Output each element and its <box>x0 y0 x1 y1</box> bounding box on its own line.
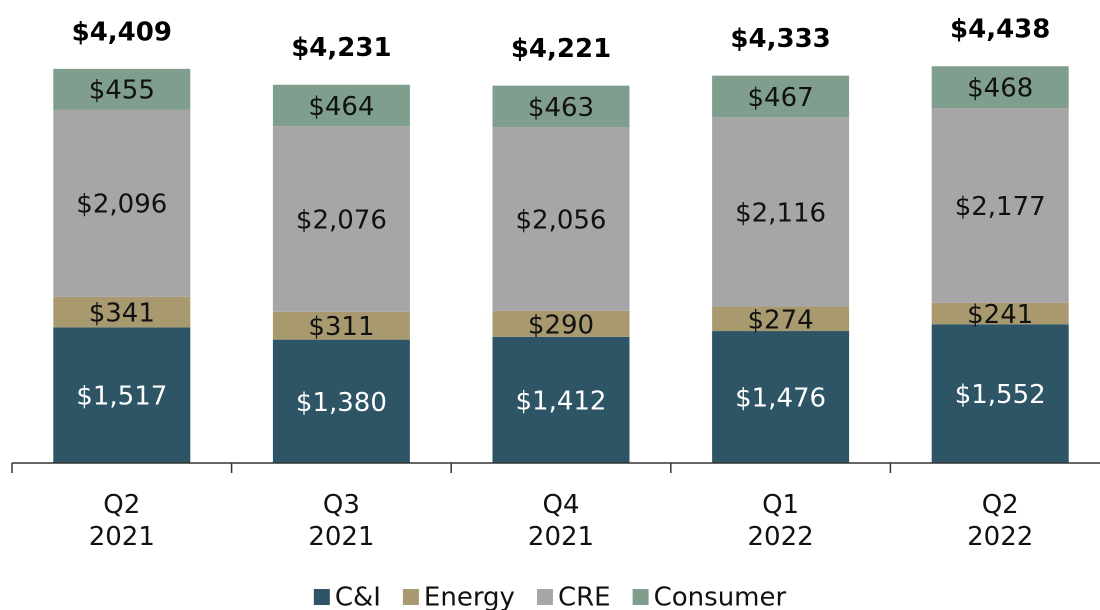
bar-segment <box>712 75 850 118</box>
total-label: $4,409 <box>72 17 172 47</box>
legend-label: Consumer <box>654 583 787 610</box>
value-label: $2,076 <box>296 206 387 236</box>
legend-label: Energy <box>424 583 515 610</box>
x-tick-label: Q1 2022 <box>748 490 814 552</box>
value-label: $463 <box>528 93 594 123</box>
value-label: $2,177 <box>955 192 1046 222</box>
value-label: $2,096 <box>76 190 167 220</box>
bar-segment <box>272 126 410 312</box>
bar-segment <box>712 306 850 332</box>
legend-swatch <box>632 589 649 605</box>
value-label: $464 <box>308 92 374 122</box>
bar-segment <box>931 324 1069 463</box>
bar-segment <box>492 127 630 311</box>
bar-segment <box>931 66 1069 109</box>
x-tick-label: Q2 2022 <box>967 490 1033 552</box>
bar-segment <box>53 68 191 110</box>
legend-label: CRE <box>558 583 611 610</box>
bar-segment <box>492 310 630 337</box>
bar-segment <box>272 311 410 340</box>
value-label: $341 <box>89 299 155 329</box>
total-label: $4,221 <box>511 34 611 64</box>
x-tick-label: Q3 2021 <box>308 490 374 552</box>
bar-segment <box>272 339 410 463</box>
total-label: $4,438 <box>950 15 1050 45</box>
bar-segment <box>931 108 1069 303</box>
legend-swatch <box>536 589 553 605</box>
bar-segment <box>712 117 850 307</box>
value-label: $311 <box>308 312 374 342</box>
value-label: $1,552 <box>955 380 1046 410</box>
value-label: $1,476 <box>735 384 826 414</box>
bar-segment <box>492 85 630 128</box>
value-label: $1,412 <box>516 386 607 416</box>
x-tick-label: Q4 2021 <box>528 490 594 552</box>
value-label: $1,517 <box>76 382 167 412</box>
total-label: $4,231 <box>291 33 391 63</box>
legend-label: C&I <box>335 583 381 610</box>
bar-segment <box>931 302 1069 325</box>
total-label: $4,333 <box>730 24 830 54</box>
value-label: $455 <box>89 76 155 106</box>
bar-segment <box>492 336 630 463</box>
legend: C&I Energy CRE Consumer <box>313 583 787 610</box>
value-label: $2,116 <box>735 198 826 228</box>
bar-segment <box>53 296 191 328</box>
value-label: $241 <box>967 300 1033 330</box>
value-label: $1,380 <box>296 388 387 418</box>
value-label: $290 <box>528 310 594 340</box>
bar-segment <box>712 331 850 463</box>
bar-segment <box>53 109 191 297</box>
value-label: $468 <box>967 74 1033 104</box>
legend-swatch <box>402 589 419 605</box>
x-tick-label: Q2 2021 <box>89 490 155 552</box>
value-label: $2,056 <box>516 205 607 235</box>
value-label: $467 <box>748 83 814 113</box>
bar-segment <box>272 84 410 127</box>
legend-swatch <box>313 589 330 605</box>
value-label: $274 <box>748 305 814 335</box>
bar-segment <box>53 327 191 463</box>
